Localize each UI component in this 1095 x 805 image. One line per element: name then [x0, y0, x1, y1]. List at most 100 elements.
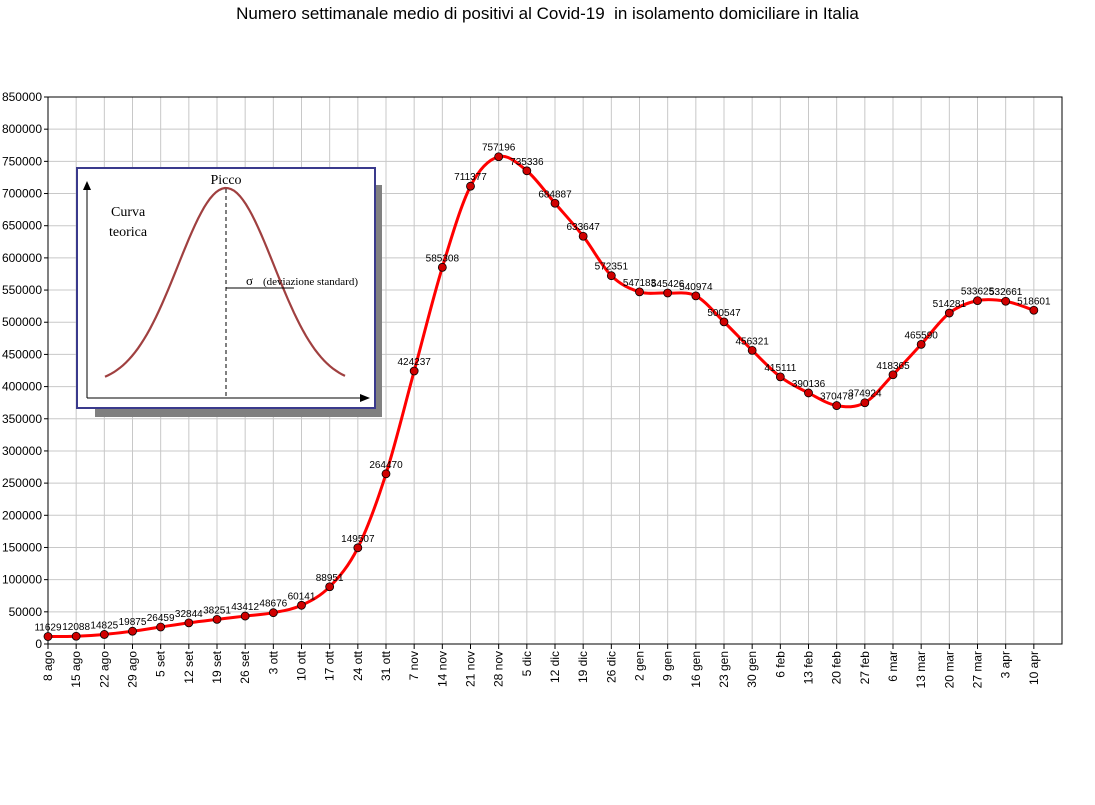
data-label: 684887 [538, 189, 572, 200]
data-label: 19875 [119, 617, 147, 628]
x-tick-label: 8 ago [41, 651, 55, 681]
y-tick-label: 300000 [2, 444, 42, 458]
data-point [71, 631, 81, 641]
data-label: 11629 [34, 623, 62, 634]
x-tick-label: 14 nov [435, 651, 449, 687]
data-label: 757196 [482, 143, 516, 154]
data-point [297, 600, 306, 610]
data-label: 533625 [961, 287, 995, 298]
data-label: 572351 [595, 262, 629, 273]
data-point [916, 339, 926, 349]
data-label: 390136 [792, 379, 826, 390]
inset-theoretical-curve: Picco Curva teorica σ (deviazione standa… [76, 167, 382, 417]
data-label: 547183 [623, 278, 657, 289]
data-label: 424237 [397, 357, 431, 368]
data-label: 14825 [90, 620, 118, 631]
x-tick-label: 19 set [210, 650, 224, 683]
y-tick-label: 0 [35, 637, 42, 651]
x-tick-label: 5 dic [520, 651, 534, 676]
x-tick-label: 3 ott [266, 650, 280, 674]
x-tick-label: 12 dic [548, 651, 562, 683]
x-tick-label: 21 nov [464, 651, 478, 687]
data-point [494, 152, 504, 162]
data-label: 374924 [848, 389, 882, 400]
x-tick-label: 15 ago [69, 651, 83, 688]
x-tick-label: 6 mar [886, 651, 900, 682]
data-label: 48676 [259, 599, 287, 610]
y-tick-label: 400000 [2, 380, 42, 394]
data-label: 415111 [764, 363, 796, 374]
data-point [747, 345, 757, 355]
data-label: 500547 [707, 308, 741, 319]
y-tick-label: 100000 [2, 573, 42, 587]
x-tick-label: 10 ott [295, 650, 309, 681]
data-point [578, 231, 588, 241]
y-tick-label: 550000 [2, 283, 42, 297]
inset-curve-label-2: teorica [109, 225, 148, 240]
data-point [466, 181, 475, 191]
data-point [635, 287, 644, 297]
data-label: 26459 [147, 613, 175, 624]
x-tick-label: 23 gen [717, 651, 731, 688]
data-point [944, 308, 954, 318]
x-tick-label: 7 nov [407, 651, 421, 680]
y-tick-label: 650000 [2, 219, 42, 233]
data-point [888, 370, 898, 380]
x-tick-label: 16 gen [689, 651, 703, 688]
inset-bell-curve [104, 186, 346, 378]
inset-x-arrow [360, 394, 370, 402]
data-point [381, 469, 391, 479]
data-point [1001, 296, 1011, 306]
data-label: 12088 [62, 622, 90, 633]
data-point [832, 401, 842, 410]
data-label: 149507 [341, 534, 375, 545]
data-label: 633647 [566, 222, 600, 233]
data-label: 38251 [203, 605, 231, 616]
inset-y-arrow [83, 181, 91, 190]
x-axis-ticks: 8 ago 15 ago 22 ago 29 ago 5 set 12 set 19 set… [41, 644, 1041, 688]
data-label: 540974 [679, 282, 713, 293]
data-point [409, 366, 419, 376]
data-point [212, 614, 222, 624]
x-tick-label: 13 feb [802, 651, 816, 685]
inset-peak-label: Picco [210, 173, 241, 188]
x-tick-label: 12 set [182, 650, 196, 683]
y-tick-label: 800000 [2, 122, 42, 136]
x-tick-label: 22 ago [97, 651, 111, 688]
x-tick-label: 26 dic [604, 651, 618, 683]
data-label: 456321 [735, 336, 769, 347]
data-point [719, 317, 729, 327]
y-tick-label: 600000 [2, 251, 42, 265]
data-label: 60141 [288, 591, 316, 602]
data-label: 532661 [989, 287, 1023, 298]
data-point [606, 271, 616, 281]
inset-sigma-symbol: σ [246, 273, 253, 288]
x-tick-label: 5 set [154, 650, 168, 677]
x-tick-label: 29 ago [126, 651, 140, 688]
y-tick-label: 200000 [2, 508, 42, 522]
data-point [99, 630, 109, 639]
data-point [775, 372, 785, 382]
x-tick-label: 2 gen [633, 651, 647, 681]
y-tick-label: 50000 [9, 605, 43, 619]
x-tick-label: 26 set [238, 650, 252, 683]
data-point [325, 582, 335, 592]
y-tick-label: 700000 [2, 187, 42, 201]
x-tick-label: 30 gen [745, 651, 759, 688]
data-point [156, 622, 166, 632]
data-point [184, 618, 194, 628]
x-tick-label: 17 ott [323, 650, 337, 681]
data-point [691, 291, 701, 301]
data-point [550, 198, 560, 208]
data-point [1029, 305, 1039, 315]
y-tick-label: 750000 [2, 154, 42, 168]
inset-sigma-text: (deviazione standard) [263, 276, 358, 288]
data-label: 370478 [820, 392, 854, 403]
data-label: 88951 [316, 573, 344, 584]
data-label: 711377 [454, 172, 487, 183]
data-label: 545426 [651, 279, 685, 290]
data-label: 735336 [510, 157, 544, 168]
data-point [43, 632, 53, 641]
x-tick-label: 28 nov [492, 651, 506, 687]
